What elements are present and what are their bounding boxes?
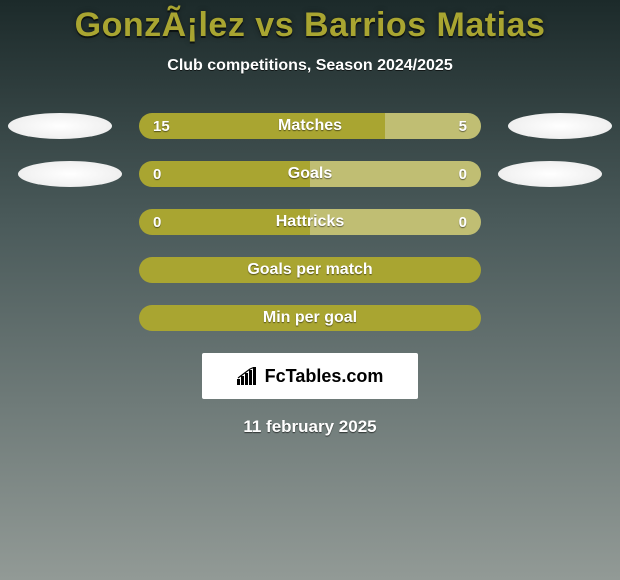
comparison-bars: 155Matches00Goals00HattricksGoals per ma… [0, 113, 620, 331]
bar-row: Min per goal [0, 305, 620, 331]
bar-value-left: 0 [139, 166, 175, 183]
bar-row: 00Goals [0, 161, 620, 187]
bar-value-left: 15 [139, 118, 184, 135]
bar-value-right: 0 [445, 214, 481, 231]
bar-value-right: 5 [445, 118, 481, 135]
logo-text: FcTables.com [265, 366, 384, 387]
bar-chart-icon [237, 367, 259, 385]
bar-row: Goals per match [0, 257, 620, 283]
stat-bar: Goals per match [139, 257, 481, 283]
bar-segment-right: 0 [310, 161, 481, 187]
page-subtitle: Club competitions, Season 2024/2025 [0, 57, 620, 75]
bar-row: 00Hattricks [0, 209, 620, 235]
stat-bar: Min per goal [139, 305, 481, 331]
bar-segment-left [139, 305, 481, 331]
player-ellipse-right [508, 113, 612, 139]
logo-box: FcTables.com [202, 353, 418, 399]
bar-segment-right: 5 [385, 113, 481, 139]
bar-value-left: 0 [139, 214, 175, 231]
date-label: 11 february 2025 [0, 417, 620, 437]
bar-segment-left: 0 [139, 209, 310, 235]
bar-segment-right: 0 [310, 209, 481, 235]
content-area: GonzÃ¡lez vs Barrios Matias Club competi… [0, 0, 620, 437]
bar-row: 155Matches [0, 113, 620, 139]
player-ellipse-left [8, 113, 112, 139]
player-ellipse-left [18, 161, 122, 187]
player-ellipse-right [498, 161, 602, 187]
page-title: GonzÃ¡lez vs Barrios Matias [0, 6, 620, 45]
bar-segment-left: 15 [139, 113, 385, 139]
bar-segment-left [139, 257, 481, 283]
bar-value-right: 0 [445, 166, 481, 183]
stat-bar: 00Hattricks [139, 209, 481, 235]
stat-bar: 00Goals [139, 161, 481, 187]
logo-text-left: Fc [265, 366, 286, 386]
stat-bar: 155Matches [139, 113, 481, 139]
logo-text-right: Tables.com [286, 366, 384, 386]
bar-segment-left: 0 [139, 161, 310, 187]
